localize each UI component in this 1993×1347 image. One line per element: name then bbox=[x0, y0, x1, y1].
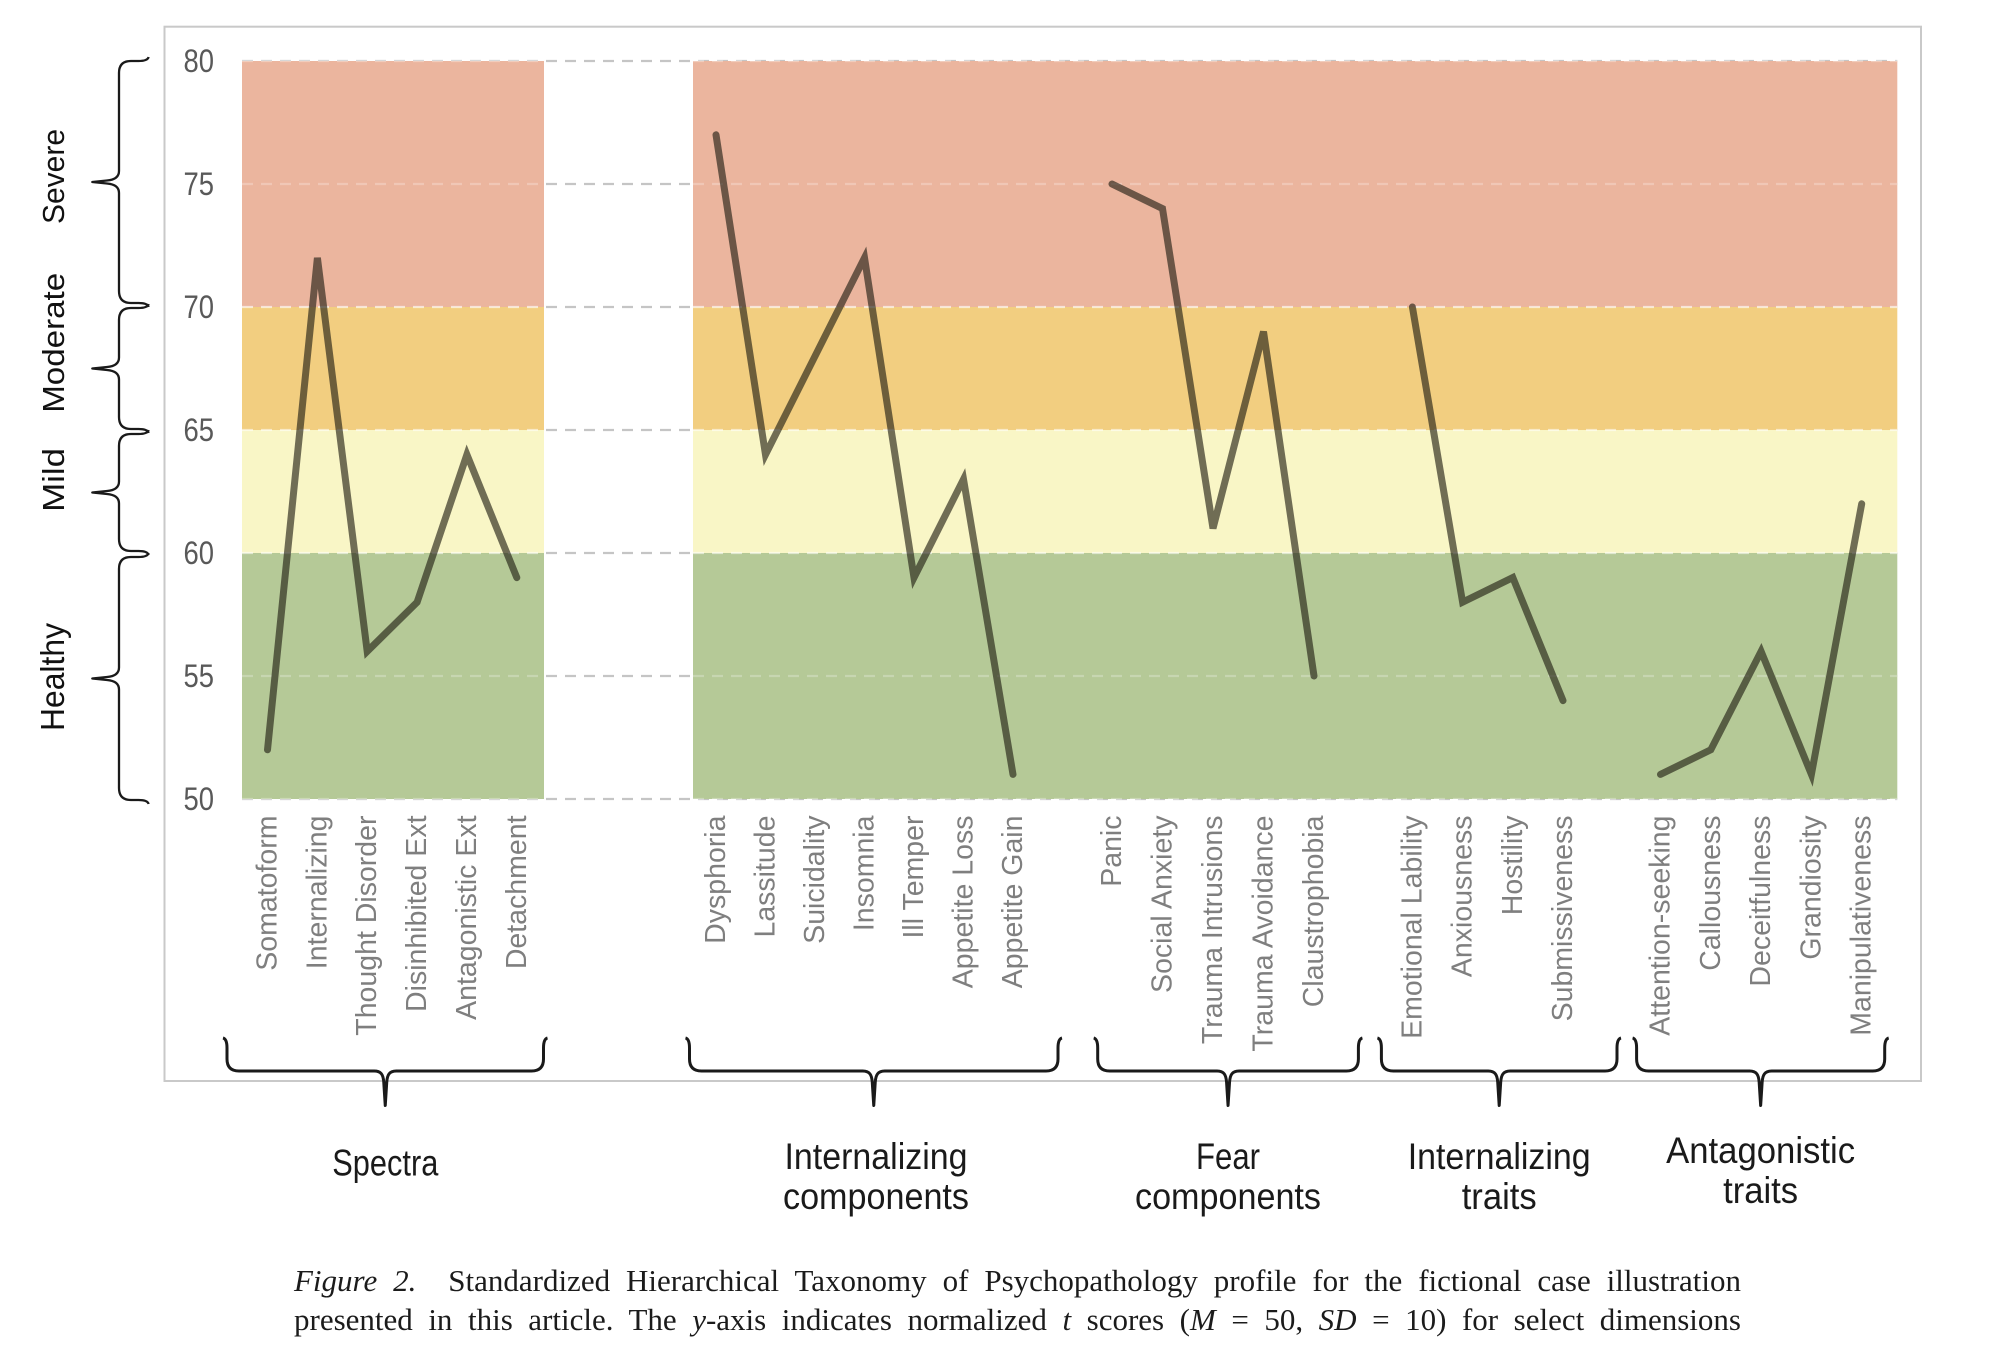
svg-text:traits: traits bbox=[1462, 1176, 1537, 1217]
svg-text:Appetite Loss: Appetite Loss bbox=[948, 816, 980, 989]
svg-text:Anxiousness: Anxiousness bbox=[1447, 816, 1479, 978]
svg-text:Suicidality: Suicidality bbox=[799, 815, 831, 944]
svg-text:Hostility: Hostility bbox=[1497, 815, 1529, 916]
svg-text:80: 80 bbox=[184, 43, 215, 79]
svg-text:60: 60 bbox=[184, 535, 215, 571]
svg-text:traits: traits bbox=[1723, 1170, 1798, 1211]
svg-text:Panic: Panic bbox=[1096, 816, 1128, 887]
svg-text:Antagonistic: Antagonistic bbox=[1666, 1130, 1855, 1171]
svg-text:Manipulativeness: Manipulativeness bbox=[1846, 816, 1878, 1036]
svg-text:Thought Disorder: Thought Disorder bbox=[351, 815, 383, 1036]
svg-text:components: components bbox=[783, 1176, 969, 1217]
svg-text:75: 75 bbox=[184, 166, 215, 202]
svg-text:55: 55 bbox=[184, 658, 215, 694]
svg-text:Attention-seeking: Attention-seeking bbox=[1645, 816, 1677, 1036]
svg-text:Antagonistic Ext: Antagonistic Ext bbox=[451, 815, 483, 1019]
svg-text:Somatoform: Somatoform bbox=[252, 816, 284, 971]
svg-text:Deceitfulness: Deceitfulness bbox=[1745, 816, 1777, 987]
svg-text:Disinhibited Ext: Disinhibited Ext bbox=[401, 815, 433, 1012]
svg-text:Mild: Mild bbox=[36, 448, 71, 512]
svg-text:Emotional Lability: Emotional Lability bbox=[1396, 815, 1428, 1039]
svg-text:Healthy: Healthy bbox=[34, 623, 71, 731]
svg-text:Insomnia: Insomnia bbox=[849, 815, 881, 931]
svg-text:50: 50 bbox=[184, 781, 215, 817]
svg-text:Claustrophobia: Claustrophobia bbox=[1298, 815, 1330, 1007]
svg-text:Moderate: Moderate bbox=[36, 273, 71, 413]
svg-text:Detachment: Detachment bbox=[501, 815, 533, 969]
svg-text:Lassitude: Lassitude bbox=[750, 816, 782, 938]
svg-text:Internalizing: Internalizing bbox=[301, 816, 333, 970]
svg-text:Internalizing: Internalizing bbox=[1408, 1136, 1591, 1177]
svg-text:Trauma Avoidance: Trauma Avoidance bbox=[1248, 816, 1280, 1052]
svg-text:Trauma Intrusions: Trauma Intrusions bbox=[1197, 816, 1229, 1045]
svg-text:Submissiveness: Submissiveness bbox=[1547, 816, 1579, 1022]
svg-text:components: components bbox=[1135, 1176, 1321, 1217]
svg-text:65: 65 bbox=[184, 412, 215, 448]
svg-text:Appetite Gain: Appetite Gain bbox=[997, 816, 1029, 989]
svg-text:Dysphoria: Dysphoria bbox=[700, 815, 732, 943]
svg-text:Ill Temper: Ill Temper bbox=[898, 815, 930, 939]
svg-text:Severe: Severe bbox=[36, 129, 71, 224]
svg-text:Internalizing: Internalizing bbox=[785, 1136, 968, 1177]
svg-text:Social Anxiety: Social Anxiety bbox=[1147, 815, 1179, 993]
svg-text:Spectra: Spectra bbox=[332, 1143, 438, 1184]
svg-text:Grandiosity: Grandiosity bbox=[1795, 815, 1827, 960]
svg-text:70: 70 bbox=[184, 289, 215, 325]
svg-text:Callousness: Callousness bbox=[1695, 816, 1727, 971]
svg-text:Fear: Fear bbox=[1196, 1136, 1260, 1177]
